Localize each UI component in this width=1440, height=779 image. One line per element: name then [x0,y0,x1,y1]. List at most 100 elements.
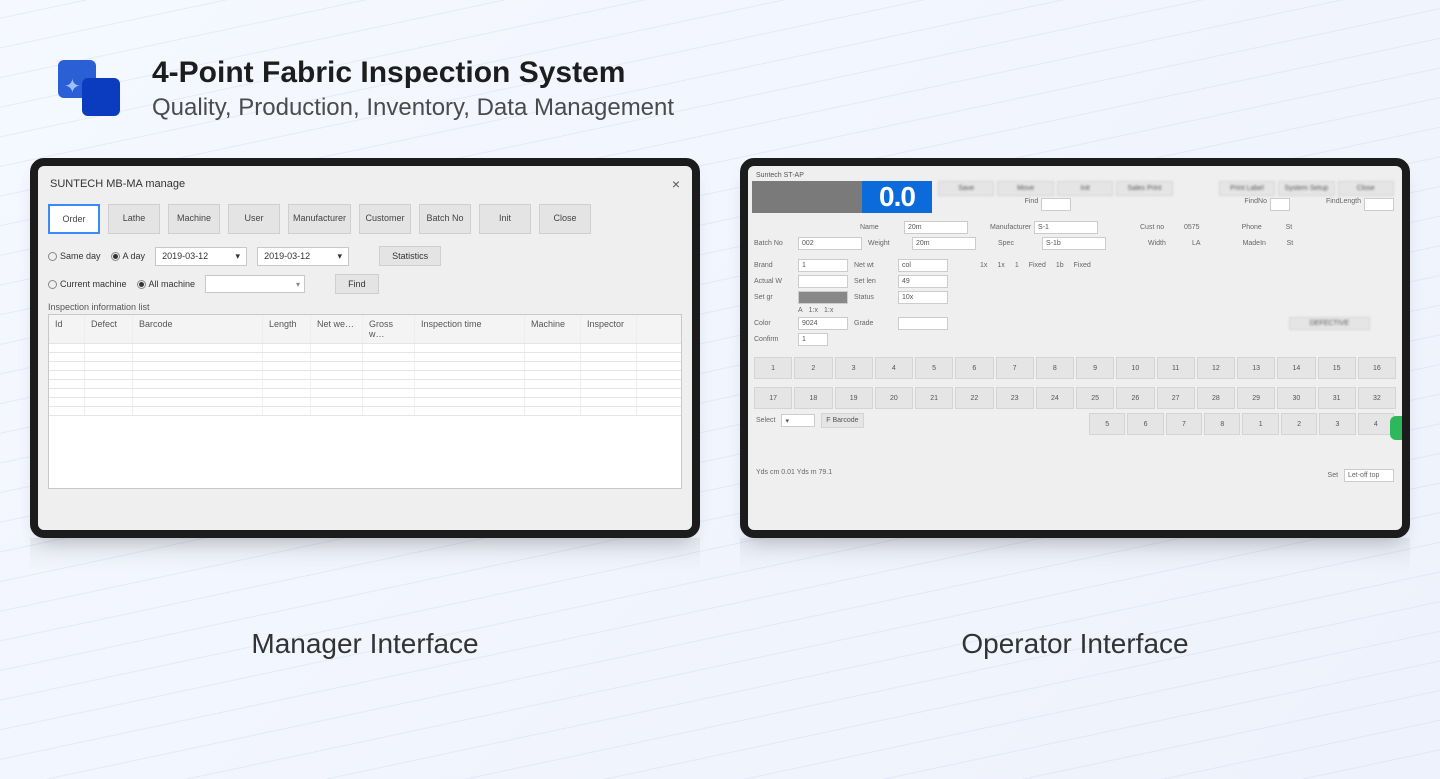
status-input[interactable]: 10x [898,291,948,304]
manager-tab-init[interactable]: Init [479,204,531,234]
keypad-key[interactable]: 18 [794,387,832,409]
batchno-input[interactable]: 002 [798,237,862,250]
keypad-key[interactable]: 4 [1358,413,1394,435]
keypad-key[interactable]: 30 [1277,387,1315,409]
keypad-key[interactable]: 14 [1277,357,1315,379]
select-combo[interactable]: ▾ [781,414,815,427]
op-topbtn-6[interactable]: Close [1338,181,1394,196]
table-header[interactable]: Gross w… [363,315,415,343]
keypad-key[interactable]: 28 [1197,387,1235,409]
date-to-input[interactable]: 2019-03-12▾ [257,247,349,266]
keypad-key[interactable]: 1 [1242,413,1278,435]
netwt-input[interactable]: col [898,259,948,272]
keypad-key[interactable]: 6 [1127,413,1163,435]
page-title: 4-Point Fabric Inspection System [152,56,674,90]
keypad-key[interactable]: 24 [1036,387,1074,409]
table-header[interactable]: Length [263,315,311,343]
table-header[interactable]: Inspection time [415,315,525,343]
keypad-key[interactable]: 12 [1197,357,1235,379]
keypad-key[interactable]: 27 [1157,387,1195,409]
table-header[interactable]: Net we… [311,315,363,343]
op-topbtn-3[interactable]: Sales Print [1116,181,1172,196]
keypad-key[interactable]: 2 [1281,413,1317,435]
radio-same-day[interactable] [48,252,57,261]
machine-combo[interactable]: ▾ [205,275,305,293]
op-topbtn-1[interactable]: Move [997,181,1053,196]
find-input[interactable] [1041,198,1071,211]
keypad-key[interactable]: 23 [996,387,1034,409]
manager-tab-customer[interactable]: Customer [359,204,411,234]
keypad-key[interactable]: 10 [1116,357,1154,379]
manager-tab-batch-no[interactable]: Batch No [419,204,471,234]
keypad-key[interactable]: 20 [875,387,913,409]
keypad-key[interactable]: 26 [1116,387,1154,409]
keypad-key[interactable]: 19 [835,387,873,409]
keypad-key[interactable]: 9 [1076,357,1114,379]
keypad-key[interactable]: 6 [955,357,993,379]
keypad-key[interactable]: 25 [1076,387,1114,409]
statistics-button[interactable]: Statistics [379,246,441,266]
manager-tab-lathe[interactable]: Lathe [108,204,160,234]
keypad-key[interactable]: 8 [1204,413,1240,435]
find-label: Find [1025,198,1039,211]
table-header[interactable]: Defect [85,315,133,343]
op-topbtn-0[interactable]: Save [938,181,994,196]
radio-current-machine[interactable] [48,280,57,289]
manager-tab-close[interactable]: Close [539,204,591,234]
actualwt-input[interactable] [798,275,848,288]
keypad-key[interactable]: 15 [1318,357,1356,379]
manager-tab-order[interactable]: Order [48,204,100,234]
op-topbtn-4[interactable]: Print Label [1219,181,1275,196]
table-header[interactable]: Machine [525,315,581,343]
radio-a-day[interactable] [111,252,120,261]
spec-input[interactable]: S-1b [1042,237,1106,250]
keypad-key[interactable]: 7 [996,357,1034,379]
radio-all-machine[interactable] [137,280,146,289]
table-header[interactable]: Barcode [133,315,263,343]
keypad-key[interactable]: 17 [754,387,792,409]
keypad-key[interactable]: 5 [915,357,953,379]
name-input[interactable]: 20m [904,221,968,234]
confirm-input[interactable]: 1 [798,333,828,346]
keypad-key[interactable]: 3 [1319,413,1355,435]
keypad-key[interactable]: 22 [955,387,993,409]
close-icon[interactable]: × [672,176,680,192]
keypad-key[interactable]: 16 [1358,357,1396,379]
date-from-input[interactable]: 2019-03-12▾ [155,247,247,266]
manager-tab-manufacturer[interactable]: Manufacturer [288,204,351,234]
manager-tab-user[interactable]: User [228,204,280,234]
keypad-key[interactable]: 3 [835,357,873,379]
keypad-key[interactable]: 7 [1166,413,1202,435]
keypad-key[interactable]: 1 [754,357,792,379]
findno-input[interactable] [1270,198,1290,211]
keypad-key[interactable]: 2 [794,357,832,379]
op-topbtn-2[interactable]: Init [1057,181,1113,196]
op-topbtn-5[interactable]: System Setup [1278,181,1334,196]
keypad-key[interactable]: 13 [1237,357,1275,379]
brand-input[interactable]: 1 [798,259,848,272]
color-input[interactable]: 9024 [798,317,848,330]
keypad-key[interactable]: 4 [875,357,913,379]
page-subtitle: Quality, Production, Inventory, Data Man… [152,94,674,122]
inspection-table: IdDefectBarcodeLengthNet we…Gross w…Insp… [48,314,682,489]
keypad-key[interactable]: 29 [1237,387,1275,409]
keypad-key[interactable]: 8 [1036,357,1074,379]
keypad-key[interactable]: 5 [1089,413,1125,435]
side-tab[interactable] [1390,416,1402,440]
footer-set-input[interactable]: Let-off top [1344,469,1394,482]
keypad-key[interactable]: 31 [1318,387,1356,409]
manuf-input[interactable]: S-1 [1034,221,1098,234]
keypad-key[interactable]: 11 [1157,357,1195,379]
findlen-input[interactable] [1364,198,1394,211]
setgr-input[interactable] [798,291,848,304]
grade-input[interactable] [898,317,948,330]
settlen-input[interactable]: 49 [898,275,948,288]
manager-tab-machine[interactable]: Machine [168,204,220,234]
table-header[interactable]: Id [49,315,85,343]
keypad-key[interactable]: 32 [1358,387,1396,409]
find-button[interactable]: Find [335,274,379,294]
barcode-mode-button[interactable]: F Barcode [821,413,863,428]
table-header[interactable]: Inspector [581,315,637,343]
keypad-key[interactable]: 21 [915,387,953,409]
weight-input[interactable]: 20m [912,237,976,250]
